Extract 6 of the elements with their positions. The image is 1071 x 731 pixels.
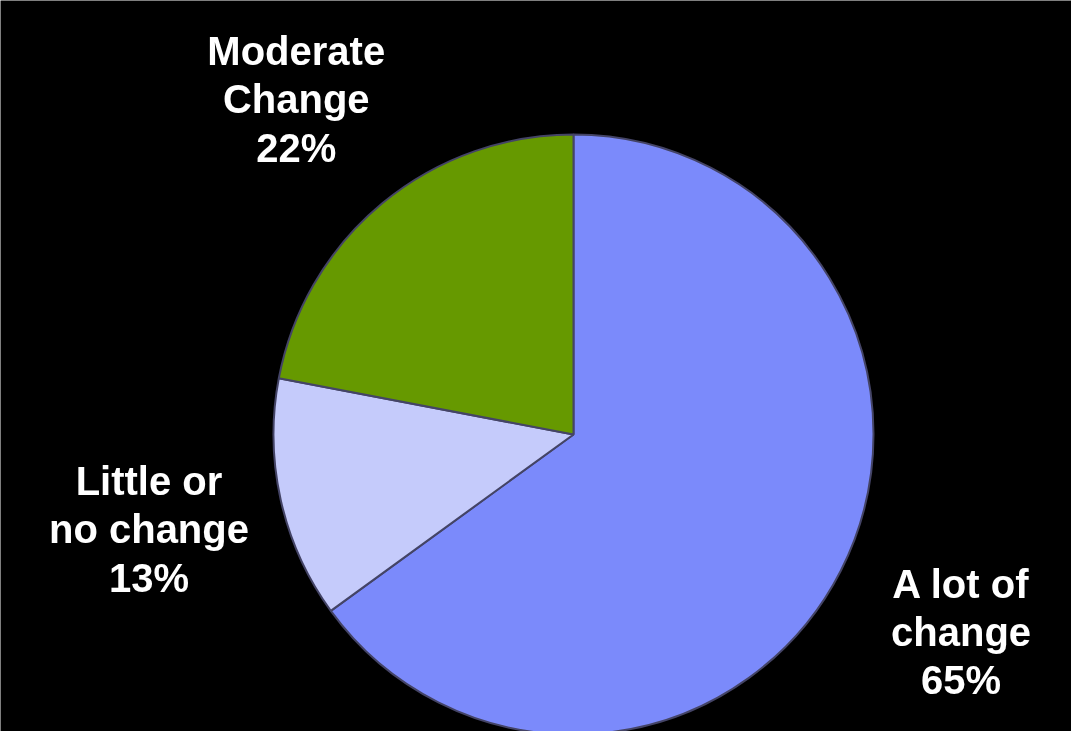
slice-label: Little or no change [48,458,249,552]
data-label: 13% [108,555,190,600]
slice-label: A lot of change [891,561,1032,654]
data-label: 22% [256,125,337,170]
slice-label: Moderate Change [207,28,386,122]
data-label: 65% [921,658,1002,703]
